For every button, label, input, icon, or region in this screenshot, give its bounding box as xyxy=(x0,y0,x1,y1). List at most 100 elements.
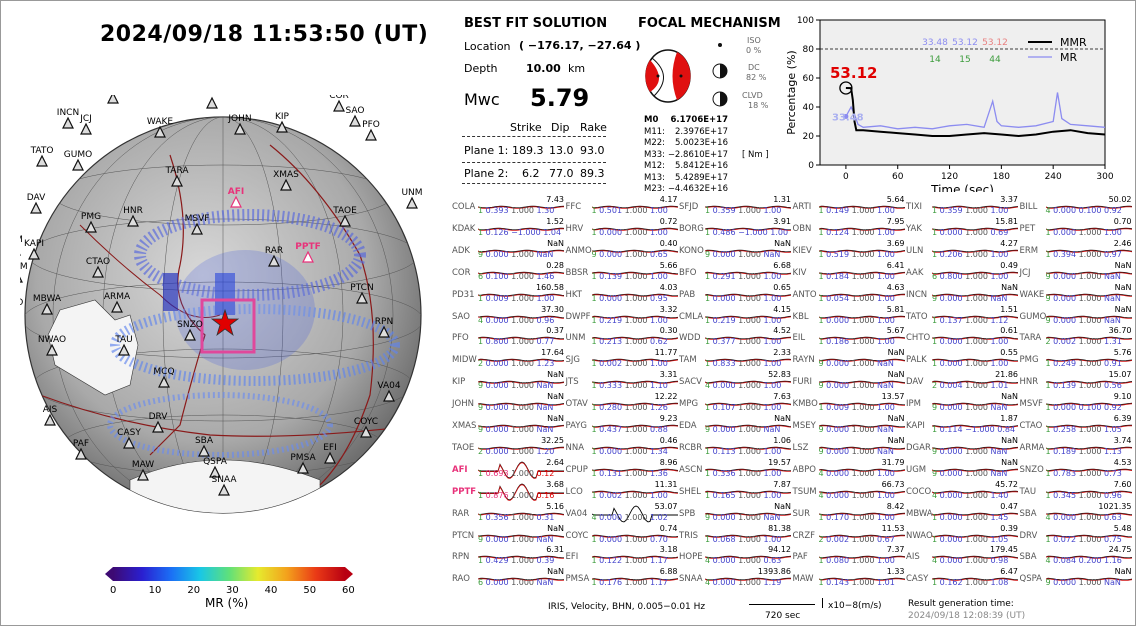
station-cell[interactable]: RPN 6.31 1 0.429 1.000 0.39 xyxy=(452,545,564,567)
station-cell[interactable]: DWPF 3.32 1 0.219 1.000 1.00 xyxy=(566,305,678,327)
station-cell[interactable]: EDA NaN 9 0.000 1.000 NaN xyxy=(679,414,791,436)
station-cell[interactable]: CPUP 8.96 1 0.131 1.000 1.36 xyxy=(566,458,678,480)
station-cell[interactable]: KIP NaN 9 0.000 1.000 NaN xyxy=(452,370,564,392)
station-cell[interactable]: BBSR 5.66 1 0.139 1.000 1.00 xyxy=(566,261,678,283)
station-cell[interactable]: SPB NaN 9 0.000 1.000 NaN xyxy=(679,502,791,524)
station-cell[interactable]: PET 0.70 1 0.000 1.000 1.00 xyxy=(1020,217,1132,239)
station-cell[interactable]: RAR 5.16 1 0.356 1.000 0.31 xyxy=(452,502,564,524)
station-cell[interactable]: ANTO 4.63 1 0.054 1.000 1.00 xyxy=(793,283,905,305)
station-cell[interactable]: COYC 0.74 1 0.000 1.000 0.70 xyxy=(566,524,678,546)
station-cell[interactable]: TRIS 81.38 1 0.068 1.000 1.00 xyxy=(679,524,791,546)
station-cell[interactable]: SAO 37.30 4 0.000 1.000 0.96 xyxy=(452,305,564,327)
station-cell[interactable]: VA04 53.07 4 0.000 1.000 1.02 xyxy=(566,502,678,524)
station-cell[interactable]: SNZO 4.53 1 0.783 1.000 0.73 xyxy=(1020,458,1132,480)
station-cell[interactable]: KMBO 13.57 1 0.009 1.000 1.00 xyxy=(793,392,905,414)
station-cell[interactable]: SHEL 7.87 1 0.165 1.000 1.00 xyxy=(679,480,791,502)
station-cell[interactable]: CHTO 0.61 1 0.000 1.000 1.00 xyxy=(906,326,1018,348)
station-cell[interactable]: AAK 0.49 6 0.800 1.000 1.00 xyxy=(906,261,1018,283)
station-cell[interactable]: HRV 0.72 1 0.000 1.000 1.00 xyxy=(566,217,678,239)
station-cell[interactable]: DRV 5.48 1 0.072 1.000 0.75 xyxy=(1020,524,1132,546)
station-cell[interactable]: NNA 0.46 1 0.000 1.000 1.34 xyxy=(566,436,678,458)
station-cell[interactable]: IPM NaN 9 0.000 1.000 NaN xyxy=(906,392,1018,414)
station-cell[interactable]: TAU 7.60 1 0.345 1.000 0.96 xyxy=(1020,480,1132,502)
station-cell[interactable]: HNR 15.07 1 0.139 1.000 0.56 xyxy=(1020,370,1132,392)
station-cell[interactable]: COLA 7.43 1 0.393 1.000 1.30 xyxy=(452,195,564,217)
station-cell[interactable]: ARMA 3.74 1 0.189 1.000 1.13 xyxy=(1020,436,1132,458)
station-cell[interactable]: MAW 1.33 1 0.143 1.000 1.01 xyxy=(793,567,905,589)
station-cell[interactable]: KDAK 1.52 1 0.126 −1.000 1.04 xyxy=(452,217,564,239)
station-cell[interactable]: OBN 7.95 1 0.124 1.000 1.00 xyxy=(793,217,905,239)
station-cell[interactable]: SJG 11.77 1 0.002 1.000 1.00 xyxy=(566,348,678,370)
station-cell[interactable]: TARA 36.70 2 0.002 1.000 1.31 xyxy=(1020,326,1132,348)
station-cell[interactable]: AFI 2.64 1 0.693 1.000 0.12 xyxy=(452,458,564,480)
station-cell[interactable]: EFI 3.18 1 0.122 1.000 1.17 xyxy=(566,545,678,567)
station-cell[interactable]: PD31 160.58 1 0.009 1.000 1.00 xyxy=(452,283,564,305)
station-cell[interactable]: CASY 6.47 1 0.162 1.000 1.08 xyxy=(906,567,1018,589)
station-cell[interactable]: UGM NaN 9 0.000 1.000 NaN xyxy=(906,458,1018,480)
station-cell[interactable]: CRZF 11.53 2 0.002 1.000 0.67 xyxy=(793,524,905,546)
station-cell[interactable]: PTCN NaN 9 0.000 1.000 NaN xyxy=(452,524,564,546)
station-cell[interactable]: COR 0.28 6 0.100 1.000 1.46 xyxy=(452,261,564,283)
station-cell[interactable]: HOPE 94.12 4 0.000 1.000 0.63 xyxy=(679,545,791,567)
station-cell[interactable]: RCBR 1.06 1 0.113 1.000 1.00 xyxy=(679,436,791,458)
station-cell[interactable]: LSZ NaN 9 0.000 1.000 NaN xyxy=(793,436,905,458)
station-cell[interactable]: KIEV 3.69 1 0.519 1.000 1.00 xyxy=(793,239,905,261)
station-cell[interactable]: ERM 2.46 1 0.394 1.000 0.97 xyxy=(1020,239,1132,261)
station-cell[interactable]: SBA 1021.35 4 0.000 1.000 0.63 xyxy=(1020,502,1132,524)
station-cell[interactable]: JCJ NaN 9 0.000 1.000 NaN xyxy=(1020,261,1132,283)
station-cell[interactable]: AIS 179.45 4 0.000 1.000 0.98 xyxy=(906,545,1018,567)
station-cell[interactable]: OTAV 12.22 1 0.280 1.000 1.26 xyxy=(566,392,678,414)
station-cell[interactable]: XMAS NaN 9 0.000 1.000 NaN xyxy=(452,414,564,436)
station-cell[interactable]: KBL 5.81 1 0.000 1.000 1.00 xyxy=(793,305,905,327)
station-cell[interactable]: MSEY NaN 9 0.000 1.000 NaN xyxy=(793,414,905,436)
station-cell[interactable]: BFO 6.68 1 0.291 1.000 1.00 xyxy=(679,261,791,283)
station-cell[interactable]: PFO 0.37 1 0.800 1.000 0.77 xyxy=(452,326,564,348)
station-cell[interactable]: PAYG 9.23 1 0.437 1.000 0.88 xyxy=(566,414,678,436)
station-cell[interactable]: JOHN NaN 9 0.000 1.000 NaN xyxy=(452,392,564,414)
station-cell[interactable]: ULN 4.27 1 0.206 1.000 1.00 xyxy=(906,239,1018,261)
station-cell[interactable]: KAPI 1.87 1 0.114 −1.000 0.84 xyxy=(906,414,1018,436)
station-cell[interactable]: TATO 1.51 1 0.137 1.000 1.12 xyxy=(906,305,1018,327)
station-cell[interactable]: TAOE 32.25 2 0.000 1.000 1.20 xyxy=(452,436,564,458)
station-cell[interactable]: PPTF 3.68 1 0.876 1.000 0.16 xyxy=(452,480,564,502)
station-cell[interactable]: UNM 0.30 1 0.213 1.000 0.62 xyxy=(566,326,678,348)
station-cell[interactable]: PALK 0.55 1 0.000 1.000 1.00 xyxy=(906,348,1018,370)
station-cell[interactable]: WAKE NaN 9 0.000 1.000 NaN xyxy=(1020,283,1132,305)
station-cell[interactable]: RAYN NaN 9 0.000 1.000 NaN xyxy=(793,348,905,370)
station-cell[interactable]: KONO NaN 9 0.000 1.000 NaN xyxy=(679,239,791,261)
station-cell[interactable]: TSUM 66.73 4 0.000 1.000 1.00 xyxy=(793,480,905,502)
station-cell[interactable]: ARTI 5.64 1 0.149 1.000 1.00 xyxy=(793,195,905,217)
station-cell[interactable]: LCO 11.31 1 0.002 1.000 1.00 xyxy=(566,480,678,502)
station-cell[interactable]: ABPO 31.79 4 0.000 1.000 1.00 xyxy=(793,458,905,480)
station-cell[interactable]: FURI NaN 9 0.000 1.000 NaN xyxy=(793,370,905,392)
station-cell[interactable]: MPG 7.63 1 0.107 1.000 1.00 xyxy=(679,392,791,414)
station-cell[interactable]: WDD 4.52 1 0.377 1.000 1.00 xyxy=(679,326,791,348)
station-cell[interactable]: MBWA 0.47 1 0.000 1.000 1.45 xyxy=(906,502,1018,524)
station-cell[interactable]: YAK 15.81 1 0.000 1.000 0.69 xyxy=(906,217,1018,239)
station-cell[interactable]: SUR 8.42 1 0.170 1.000 1.00 xyxy=(793,502,905,524)
station-cell[interactable]: GUMO NaN 9 0.000 1.000 NaN xyxy=(1020,305,1132,327)
station-cell[interactable]: ASCN 19.57 1 0.336 1.000 1.00 xyxy=(679,458,791,480)
station-cell[interactable]: ADK NaN 9 0.000 1.000 NaN xyxy=(452,239,564,261)
station-cell[interactable]: MIDW 17.64 2 0.000 1.000 1.23 xyxy=(452,348,564,370)
station-cell[interactable]: SFJD 1.31 1 0.359 1.000 1.00 xyxy=(679,195,791,217)
station-cell[interactable]: SNAA 1393.86 4 0.000 1.000 1.19 xyxy=(679,567,791,589)
station-cell[interactable]: HKT 4.03 1 0.000 1.000 0.95 xyxy=(566,283,678,305)
station-cell[interactable]: TAM 2.33 1 0.833 1.000 1.00 xyxy=(679,348,791,370)
station-cell[interactable]: COCO 45.72 4 0.000 1.000 1.40 xyxy=(906,480,1018,502)
station-cell[interactable]: MSVF 9.10 1 0.000 0.100 0.92 xyxy=(1020,392,1132,414)
station-cell[interactable]: RAO NaN 6 0.000 1.000 NaN xyxy=(452,567,564,589)
station-cell[interactable]: PAF 7.37 1 0.080 1.000 1.00 xyxy=(793,545,905,567)
station-cell[interactable]: PAB 0.65 1 0.000 1.000 1.00 xyxy=(679,283,791,305)
station-cell[interactable]: INCN NaN 9 0.000 1.000 NaN xyxy=(906,283,1018,305)
station-cell[interactable]: FFC 4.17 1 0.501 1.000 1.00 xyxy=(566,195,678,217)
station-cell[interactable]: BORG 3.91 1 0.486 −1.000 1.00 xyxy=(679,217,791,239)
station-cell[interactable]: SACV 52.83 4 0.000 1.000 1.00 xyxy=(679,370,791,392)
station-cell[interactable]: DAV 21.86 2 0.004 1.000 1.01 xyxy=(906,370,1018,392)
station-cell[interactable]: NWAO 0.39 1 0.000 1.000 1.05 xyxy=(906,524,1018,546)
station-cell[interactable]: KIV 6.41 1 0.184 1.000 1.00 xyxy=(793,261,905,283)
station-cell[interactable]: CTAO 6.39 1 0.258 1.000 1.05 xyxy=(1020,414,1132,436)
station-cell[interactable]: ANMO 0.40 9 0.000 1.000 0.65 xyxy=(566,239,678,261)
station-cell[interactable]: QSPA NaN 9 0.000 1.000 NaN xyxy=(1020,567,1132,589)
station-cell[interactable]: TIXI 3.37 1 0.359 1.000 1.00 xyxy=(906,195,1018,217)
